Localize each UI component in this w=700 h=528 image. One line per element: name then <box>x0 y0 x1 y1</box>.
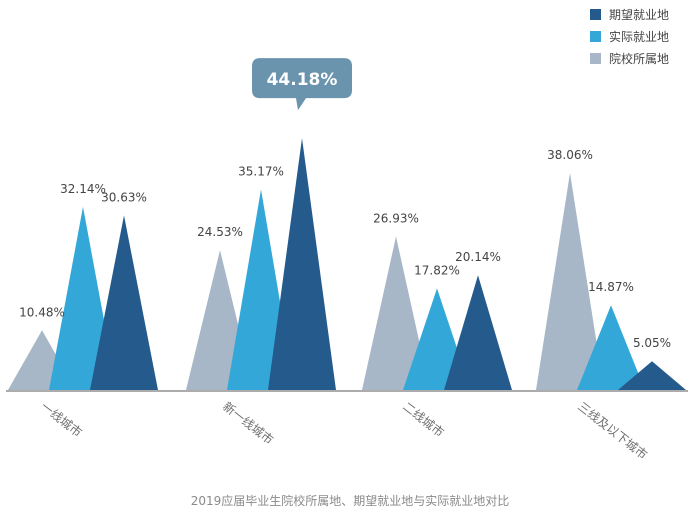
mark-2-0 <box>362 236 430 390</box>
legend-swatch-2 <box>590 53 601 64</box>
chart-caption: 2019应届毕业生院校所属地、期望就业地与实际就业地对比 <box>191 493 510 508</box>
x-tick-label-3: 三线及以下城市 <box>575 399 650 463</box>
callout-value: 44.18% <box>267 70 338 90</box>
x-tick-labels: 一线城市 新一线城市 二线城市 三线及以下城市 <box>38 399 650 463</box>
value-labels: 10.48% 32.14%30.63% 24.53% 35.17% 26.93% 17.8… <box>19 148 671 350</box>
callout-bubble <box>252 58 352 111</box>
legend-label-2: 院校所属地 <box>609 51 669 66</box>
legend-swatch-1 <box>590 31 601 42</box>
value-label-1-0: 24.53% <box>197 225 243 239</box>
x-tick-label-2: 二线城市 <box>400 399 447 440</box>
value-label-0-2: 30.63% <box>101 190 147 204</box>
value-label-0-0: 10.48% <box>19 305 65 319</box>
x-tick-label-0: 一线城市 <box>38 399 85 440</box>
value-label-2-0: 26.93% <box>373 211 419 225</box>
mark-0-2 <box>90 215 158 390</box>
mark-3-0 <box>536 173 604 390</box>
value-label-3-0: 38.06% <box>547 148 593 162</box>
value-label-1-1: 35.17% <box>238 165 284 179</box>
legend-swatch-0 <box>590 9 601 20</box>
mark-3-2 <box>618 361 686 390</box>
value-label-3-2: 5.05% <box>633 336 671 350</box>
value-label-0-1: 32.14% <box>60 182 106 196</box>
mark-1-2 <box>268 138 336 390</box>
x-tick-label-1: 新一线城市 <box>220 399 277 448</box>
value-label-2-2: 20.14% <box>455 250 501 264</box>
highlight-callout: 44.18% <box>252 58 352 111</box>
legend-label-0: 期望就业地 <box>609 8 669 22</box>
mark-3-1 <box>577 305 645 390</box>
value-label-2-1: 17.82% <box>414 263 460 277</box>
legend-label-1: 实际就业地 <box>609 29 669 44</box>
value-label-3-1: 14.87% <box>588 280 634 294</box>
mark-2-2 <box>444 275 512 390</box>
chart-marks <box>8 138 686 390</box>
